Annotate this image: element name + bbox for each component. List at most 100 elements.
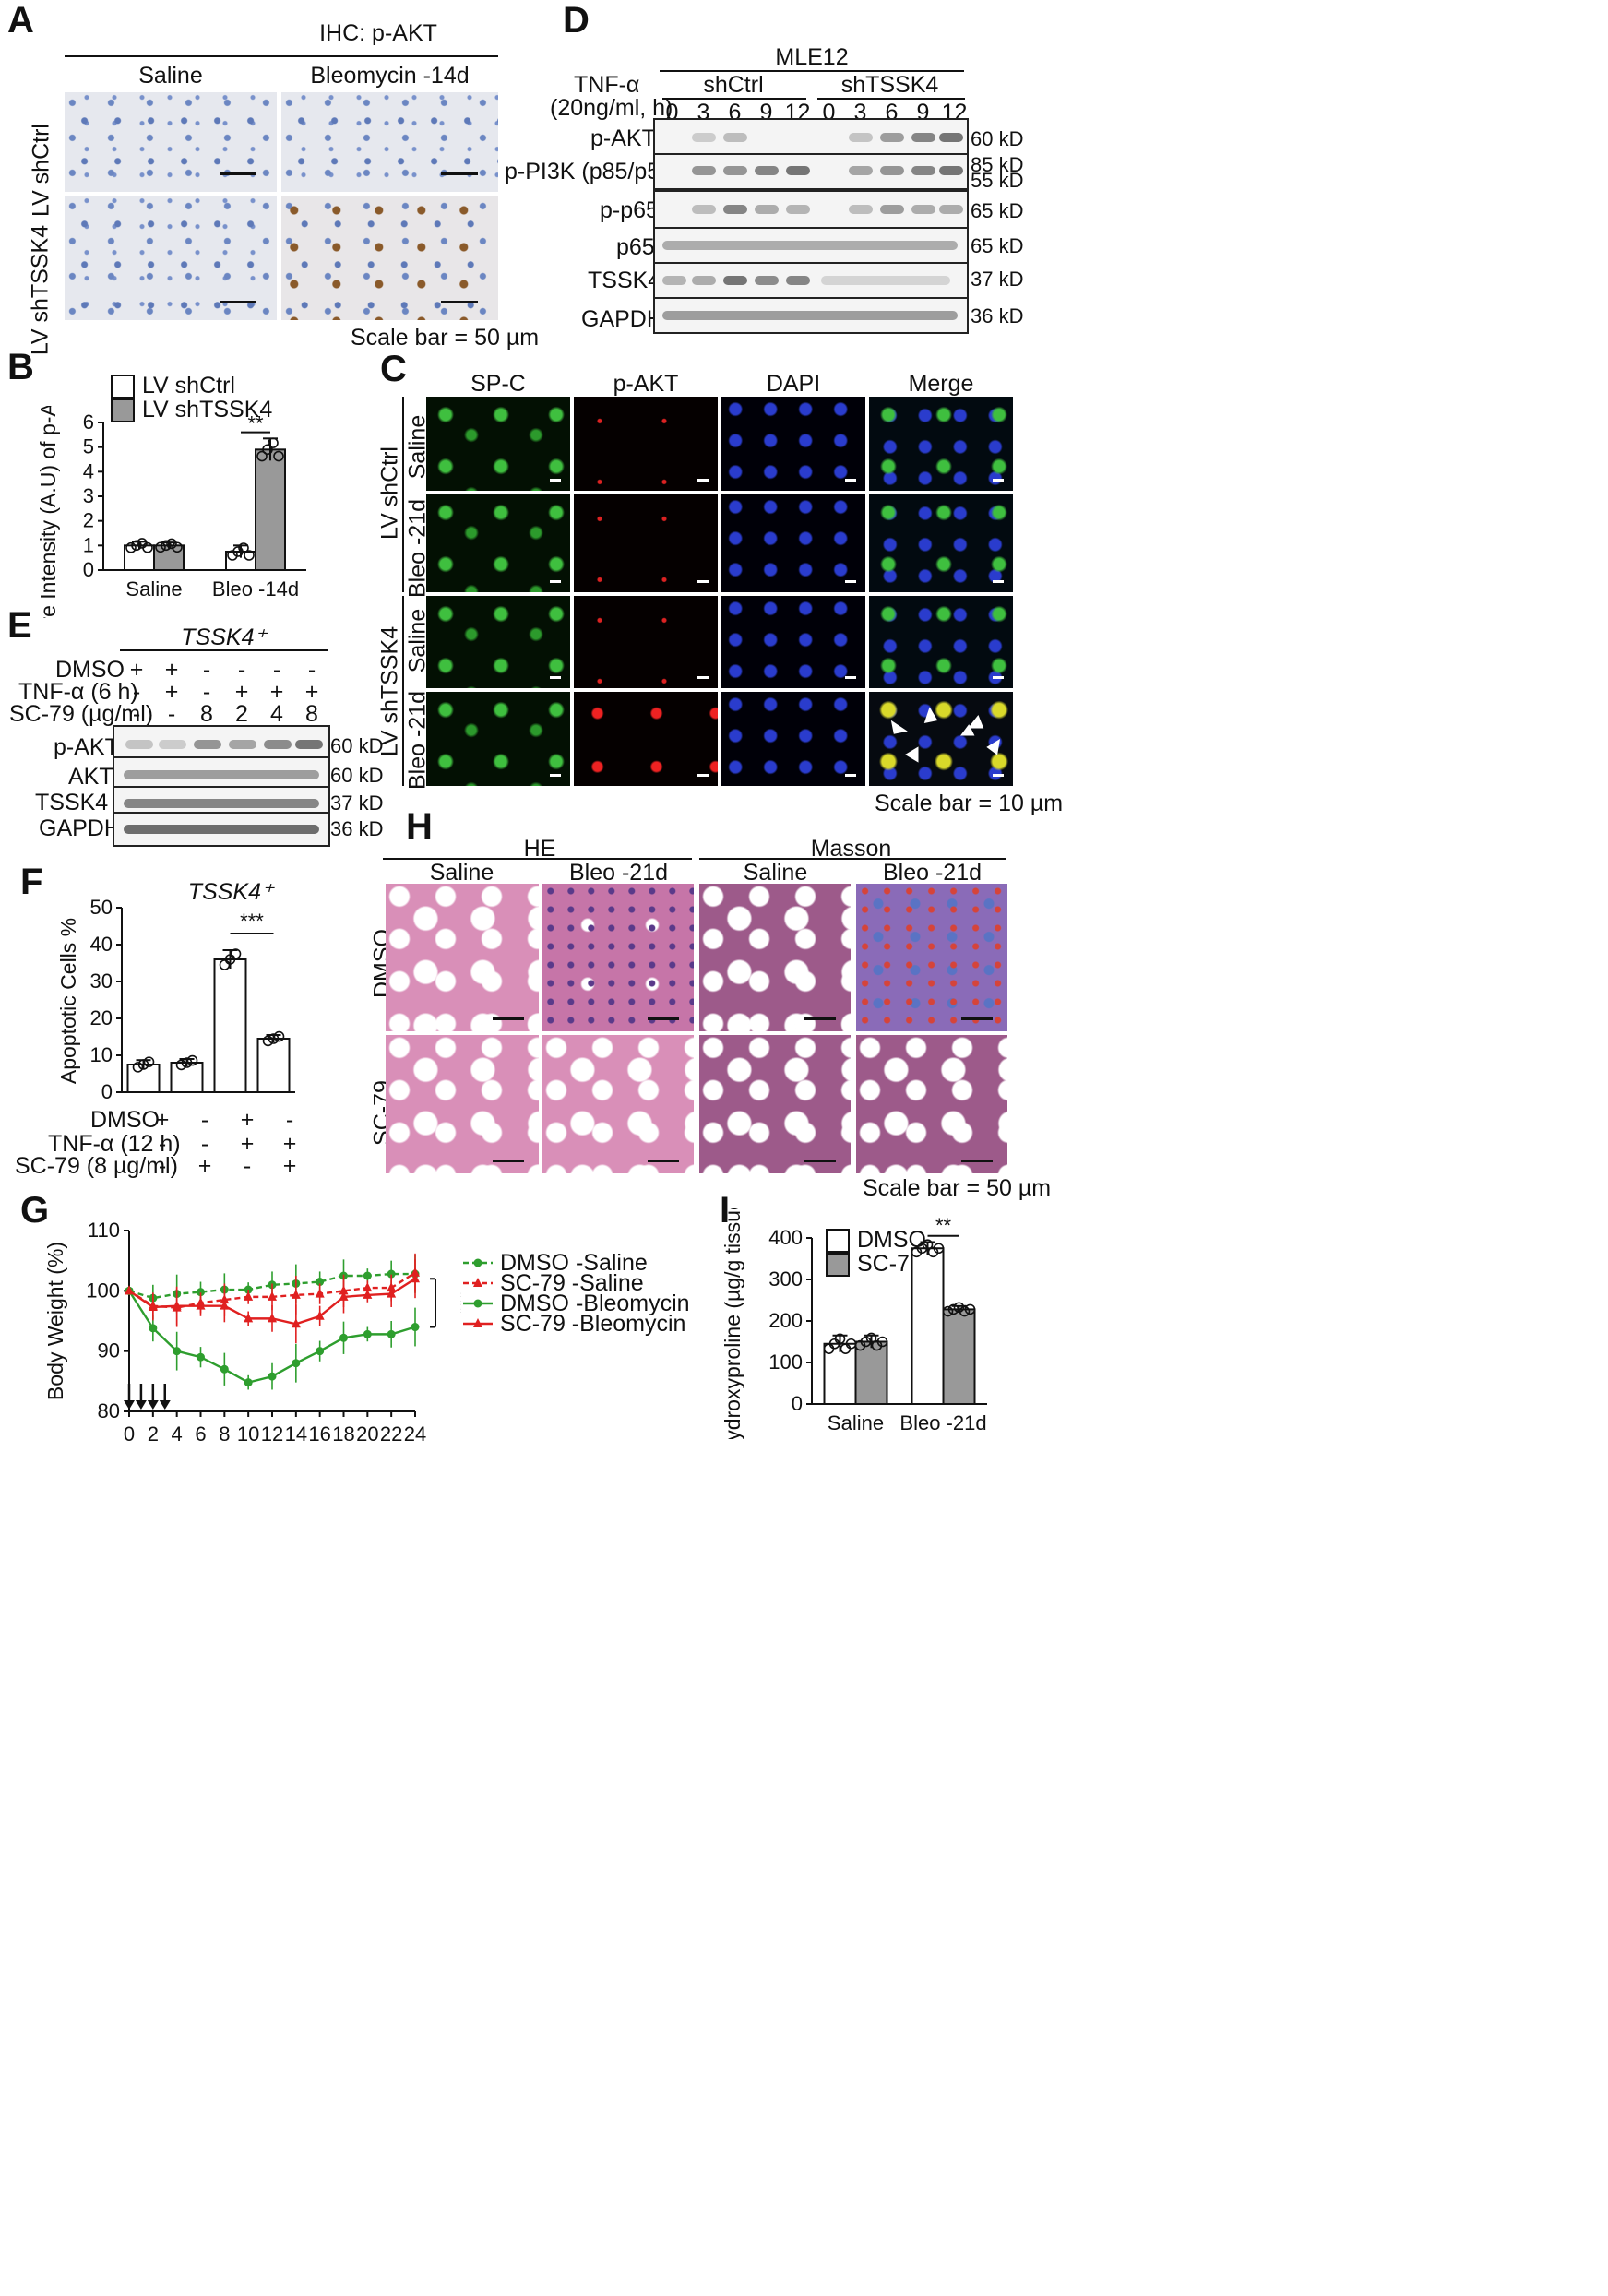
data-point (238, 542, 249, 553)
fluor-image-pakt-shctrl-saline (574, 397, 718, 491)
data-point (871, 1339, 883, 1351)
significance-label: ** (247, 412, 264, 435)
x-tick-label: Bleo -14d (212, 577, 299, 601)
y-tick-label: 30 (90, 970, 113, 993)
condition-cell: - (158, 1153, 167, 1179)
panel-e-header-rule (120, 649, 328, 651)
blot-label-tssk4: TSSK4 (588, 268, 661, 293)
condition-cell: - (200, 1107, 209, 1133)
data-point (273, 450, 284, 462)
panel-d-group-shctrl: shCtrl (703, 72, 764, 98)
y-tick-label: 0 (83, 558, 94, 581)
data-point (166, 538, 177, 550)
panel-h-col-3: Saline (743, 860, 808, 886)
x-tick-label: 16 (308, 1422, 330, 1445)
panel-c-scale-note: Scale bar = 10 µm (875, 791, 1064, 816)
y-tick-label: 10 (90, 1043, 113, 1066)
significance-label: *** (240, 910, 264, 933)
condition-cell: + (234, 679, 249, 705)
data-point (268, 437, 279, 448)
panel-e-header: TSSK4⁺ (181, 625, 267, 650)
data-point (933, 1243, 945, 1255)
data-point (834, 1333, 846, 1345)
legend-b-shtssk4: LV shTSSK4 (111, 397, 272, 423)
he-image-sc79-saline (386, 1035, 539, 1173)
arrowhead-icon (890, 707, 1001, 763)
condition-cell: - (237, 657, 246, 683)
x-tick-label: 4 (172, 1422, 183, 1445)
data-point (959, 1305, 971, 1317)
y-tick-label: 1 (83, 533, 94, 556)
panel-letter-f: F (20, 862, 43, 902)
data-point (125, 541, 137, 553)
x-tick-label: 0 (124, 1422, 135, 1445)
masson-image-dmso-bleo (856, 884, 1007, 1031)
fluor-image-dapi-shtssk4-saline (721, 596, 865, 688)
panel-c-col-dapi: DAPI (766, 371, 821, 397)
legend-swatch (826, 1253, 850, 1278)
panel-d-group-shtssk4: shTSSK4 (840, 72, 939, 98)
condition-cell: + (155, 1107, 170, 1133)
data-point (137, 1059, 149, 1070)
blot-label-p65: p65 (616, 234, 655, 260)
condition-cell: - (132, 679, 141, 705)
data-point (143, 1056, 155, 1067)
arrow-icon (159, 1400, 171, 1410)
x-tick-label: 22 (380, 1422, 402, 1445)
condition-cell: - (132, 701, 141, 727)
legend-marker (473, 1318, 482, 1327)
x-tick-label: Bleo -21d (899, 1411, 986, 1434)
panel-h-stain-masson-rule (699, 858, 1006, 860)
x-tick-label: 2 (148, 1422, 159, 1445)
data-point (155, 541, 166, 553)
panel-e-cond-sc79: SC-79 (µg/ml) (9, 701, 154, 727)
data-point (230, 948, 242, 959)
data-point (244, 550, 255, 561)
y-axis-label: Relative Intensity (A.U) of p-AKT (Fold) (36, 406, 60, 618)
ihc-image-shctrl-bleo (281, 92, 498, 192)
x-tick-label: 18 (332, 1422, 354, 1445)
ihc-image-shtssk4-bleo (281, 196, 498, 320)
y-tick-label: 200 (768, 1309, 803, 1332)
legend-label: SC-79 -Saline (500, 1270, 644, 1296)
panel-c-group-shctrl: LV shCtrl (376, 446, 403, 540)
x-tick-label: Saline (828, 1411, 884, 1434)
data-point (172, 541, 183, 553)
blot-p-p65 (653, 190, 969, 229)
chart-f: 0 10 20 30 40 50 Apoptotic Cells % *** (56, 896, 295, 1103)
data-point (186, 1054, 198, 1066)
panel-h-col-4: Bleo -21d (882, 860, 983, 886)
panel-c-col-pakt: p-AKT (613, 371, 679, 397)
panel-e-cond-dmso: DMSO (55, 657, 125, 683)
fluor-image-spc-shctrl-bleo (426, 494, 570, 592)
panel-letter-e: E (7, 605, 32, 646)
data-point (142, 541, 153, 553)
blot-kd-e-p-akt: 60 kD (330, 734, 384, 757)
blot-p-pi3k (653, 153, 969, 190)
fluor-image-dapi-shctrl-saline (721, 397, 865, 491)
panel-h-stain-he: HE (523, 836, 556, 862)
condition-cell: 8 (200, 701, 213, 727)
panel-a-col-saline: Saline (138, 63, 203, 89)
data-point (947, 1303, 959, 1315)
y-axis-label: Hydroxyproline (µg/g tissue) (721, 1208, 744, 1439)
y-tick-label: 100 (86, 1279, 120, 1302)
panel-f-cond-tnfa: TNF-α (12 h) (48, 1131, 181, 1157)
data-point (865, 1332, 877, 1344)
x-tick-label: 10 (237, 1422, 259, 1445)
condition-cell: + (129, 657, 144, 683)
panel-c-group-bracket-shtssk4 (402, 596, 404, 786)
condition-cell: + (269, 679, 284, 705)
data-point (181, 1057, 193, 1068)
masson-image-dmso-saline (699, 884, 851, 1031)
data-point (964, 1303, 976, 1315)
condition-cell: - (243, 1153, 252, 1179)
y-tick-label: 100 (768, 1350, 803, 1374)
arrow-icon (124, 1400, 135, 1410)
fluor-image-spc-shtssk4-bleo (426, 692, 570, 786)
panel-c-col-spc: SP-C (470, 371, 526, 397)
data-point (256, 450, 268, 462)
blot-label-p-pi3k: p-PI3K (p85/p55) (505, 159, 681, 184)
fluor-image-merge-shtssk4-saline (869, 596, 1013, 688)
panel-f-condition-grid: + - + - - - + + - + - + (146, 1107, 312, 1179)
